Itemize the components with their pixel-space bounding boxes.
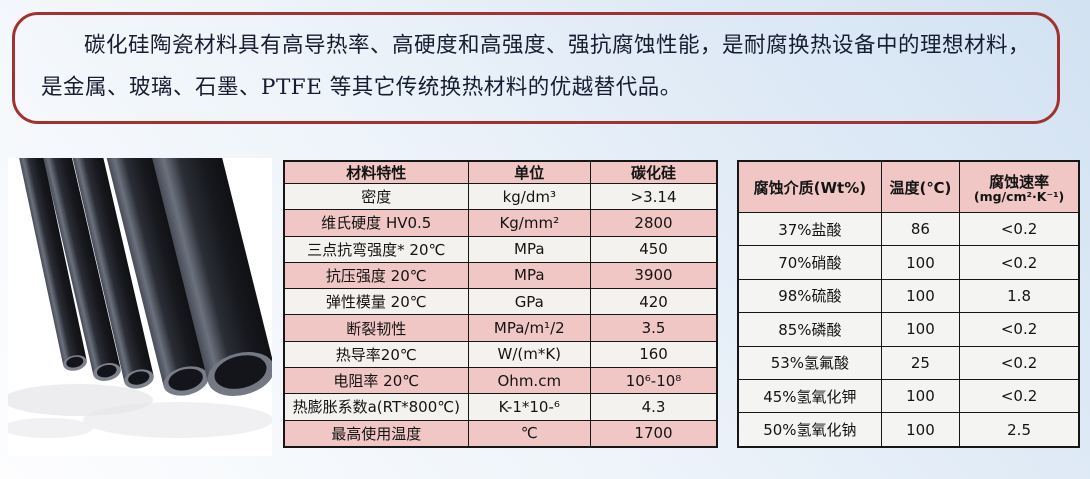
table-row: 电阻率 20℃ Ohm.cm 10⁶-10⁸ <box>283 366 718 395</box>
props-cell: 3.5 <box>590 314 718 342</box>
tube-2 <box>41 158 121 381</box>
props-cell: Ohm.cm <box>467 366 592 395</box>
product-photo <box>8 158 272 456</box>
table-row: 热导率20℃ W/(m*K) 160 <box>283 340 718 368</box>
corr-cell: 2.5 <box>959 412 1080 448</box>
corrosion-header-row: 腐蚀介质(Wt%) 温度(℃) 腐蚀速率 (mg/cm²·K⁻¹) <box>737 160 1080 213</box>
table-row: 70%硝酸 100 <0.2 <box>737 245 1080 280</box>
corrosion-table: 腐蚀介质(Wt%) 温度(℃) 腐蚀速率 (mg/cm²·K⁻¹) 37%盐酸 … <box>737 160 1080 448</box>
intro-text: 碳化硅陶瓷材料具有高导热率、高硬度和高强度、强抗腐蚀性能，是耐腐换热设备中的理想… <box>41 33 1031 100</box>
props-header-unit: 单位 <box>467 160 592 184</box>
props-header-sic: 碳化硅 <box>590 160 718 184</box>
corr-cell: <0.2 <box>959 345 1080 380</box>
corr-cell: <0.2 <box>959 211 1080 247</box>
props-cell: 抗压强度 20℃ <box>283 261 469 290</box>
props-cell: 断裂韧性 <box>283 314 469 342</box>
props-cell: 热膨胀系数a(RT*800℃) <box>283 393 469 421</box>
corr-header-rate: 腐蚀速率 (mg/cm²·K⁻¹) <box>959 160 1080 213</box>
props-cell: 弹性模量 20℃ <box>283 288 469 316</box>
props-cell: 最高使用温度 <box>283 419 469 448</box>
table-row: 弹性模量 20℃ GPa 420 <box>283 288 718 316</box>
table-row: 85%磷酸 100 <0.2 <box>737 312 1080 347</box>
corr-cell: 100 <box>880 378 961 414</box>
table-row: 最高使用温度 ℃ 1700 <box>283 419 718 448</box>
props-cell: 维氏硬度 HV0.5 <box>283 209 469 237</box>
table-row: 维氏硬度 HV0.5 Kg/mm² 2800 <box>283 209 718 237</box>
props-cell: 电阻率 20℃ <box>283 366 469 395</box>
corr-cell: 37%盐酸 <box>737 211 882 247</box>
table-row: 密度 kg/dm³ >3.14 <box>283 182 718 211</box>
corr-cell: 100 <box>880 278 961 314</box>
table-row: 断裂韧性 MPa/m¹/2 3.5 <box>283 314 718 342</box>
corr-cell: 45%氢氧化钾 <box>737 378 882 414</box>
props-cell: MPa/m¹/2 <box>467 314 592 342</box>
props-cell: 3900 <box>590 261 718 290</box>
props-cell: MPa <box>467 235 592 263</box>
props-cell: 2800 <box>590 209 718 237</box>
table-row: 50%氢氧化钠 100 2.5 <box>737 412 1080 448</box>
props-cell: 450 <box>590 235 718 263</box>
props-header-material: 材料特性 <box>283 160 469 184</box>
props-cell: kg/dm³ <box>467 182 592 211</box>
corr-header-rate-title: 腐蚀速率 <box>989 172 1050 191</box>
props-cell: 1700 <box>590 419 718 448</box>
props-cell: K-1*10-⁶ <box>467 393 592 421</box>
props-cell: 10⁶-10⁸ <box>590 366 718 395</box>
props-cell: 4.3 <box>590 393 718 421</box>
props-cell: W/(m*K) <box>467 340 592 368</box>
silicon-carbide-tubes-image <box>8 158 272 456</box>
corr-cell: 100 <box>880 412 961 448</box>
corr-cell: 1.8 <box>959 278 1080 314</box>
props-cell: GPa <box>467 288 592 316</box>
props-cell: 三点抗弯强度* 20℃ <box>283 235 469 263</box>
corr-cell: 100 <box>880 245 961 280</box>
table-row: 45%氢氧化钾 100 <0.2 <box>737 378 1080 414</box>
tube-5 <box>149 158 272 396</box>
corr-cell: <0.2 <box>959 378 1080 414</box>
corr-cell: <0.2 <box>959 312 1080 347</box>
table-row: 53%氢氟酸 25 <0.2 <box>737 345 1080 380</box>
corr-cell: 100 <box>880 312 961 347</box>
table-row: 98%硫酸 100 1.8 <box>737 278 1080 314</box>
corr-cell: 25 <box>880 345 961 380</box>
props-cell: ℃ <box>467 419 592 448</box>
properties-header-row: 材料特性 单位 碳化硅 <box>283 160 718 184</box>
intro-box: 碳化硅陶瓷材料具有高导热率、高硬度和高强度、强抗腐蚀性能，是耐腐换热设备中的理想… <box>12 12 1060 124</box>
props-cell: 密度 <box>283 182 469 211</box>
table-row: 热膨胀系数a(RT*800℃) K-1*10-⁶ 4.3 <box>283 393 718 421</box>
corr-cell: 53%氢氟酸 <box>737 345 882 380</box>
corr-cell: 70%硝酸 <box>737 245 882 280</box>
tube-3 <box>71 158 154 389</box>
props-cell: 160 <box>590 340 718 368</box>
props-cell: 420 <box>590 288 718 316</box>
corr-header-rate-unit: (mg/cm²·K⁻¹) <box>973 188 1065 204</box>
corr-header-medium: 腐蚀介质(Wt%) <box>737 160 882 213</box>
corr-header-temperature: 温度(℃) <box>880 160 961 213</box>
corr-cell: 86 <box>880 211 961 247</box>
props-cell: Kg/mm² <box>467 209 592 237</box>
tube-1 <box>17 158 87 371</box>
corr-cell: 98%硫酸 <box>737 278 882 314</box>
table-row: 三点抗弯强度* 20℃ MPa 450 <box>283 235 718 263</box>
tube-4 <box>105 158 209 396</box>
table-row: 37%盐酸 86 <0.2 <box>737 211 1080 247</box>
props-cell: MPa <box>467 261 592 290</box>
table-row: 抗压强度 20℃ MPa 3900 <box>283 261 718 290</box>
corr-cell: 85%磷酸 <box>737 312 882 347</box>
properties-table: 材料特性 单位 碳化硅 密度 kg/dm³ >3.14 维氏硬度 HV0.5 K… <box>283 160 718 448</box>
corr-cell: <0.2 <box>959 245 1080 280</box>
props-cell: 热导率20℃ <box>283 340 469 368</box>
props-cell: >3.14 <box>590 182 718 211</box>
corr-cell: 50%氢氧化钠 <box>737 412 882 448</box>
